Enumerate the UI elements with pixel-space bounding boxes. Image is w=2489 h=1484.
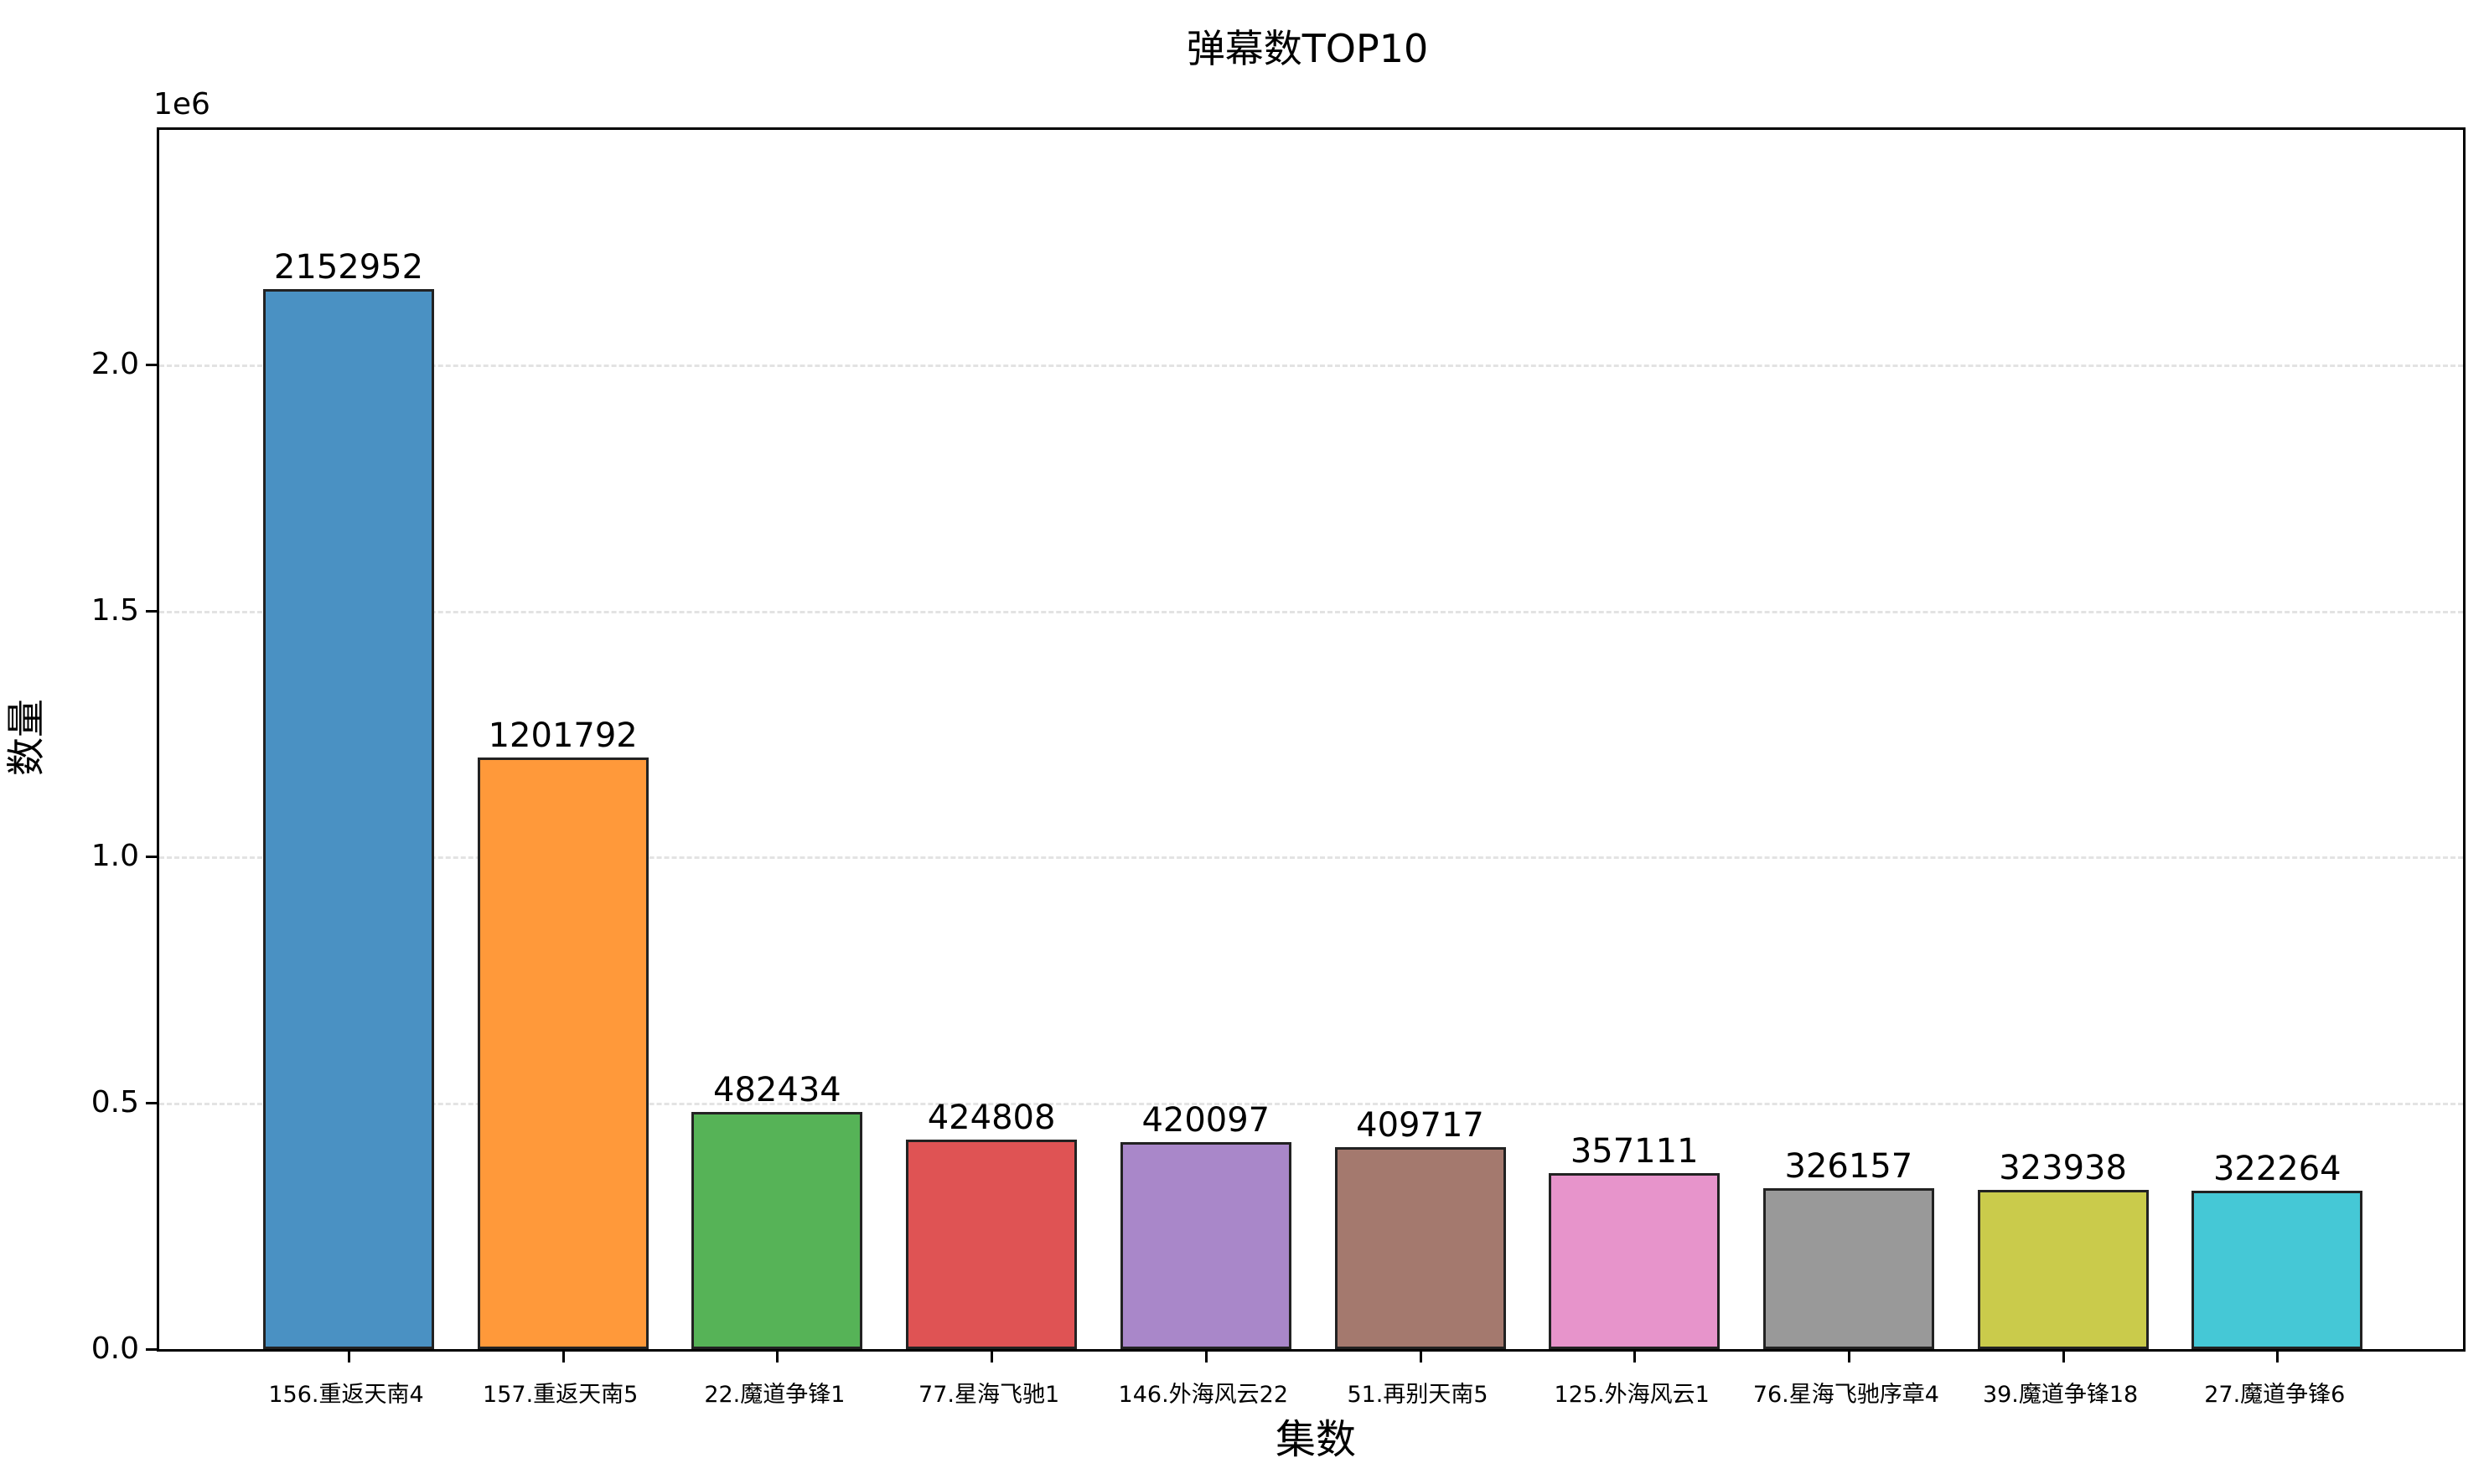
y-tick — [146, 609, 158, 613]
x-tick-label: 22.魔道争锋1 — [704, 1382, 846, 1408]
x-tick-label: 156.重返天南4 — [268, 1382, 424, 1408]
x-tick-label: 125.外海风云1 — [1554, 1382, 1710, 1408]
bar-value-label: 357111 — [1570, 1132, 1699, 1171]
bar — [906, 1140, 1078, 1349]
x-tick — [1847, 1351, 1850, 1362]
y-tick — [146, 856, 158, 859]
chart-title: 弹幕数TOP10 — [1186, 26, 1429, 71]
x-tick-label: 76.星海飞驰序章4 — [1752, 1382, 1939, 1408]
x-tick-label: 77.星海飞驰1 — [918, 1382, 1060, 1408]
bar-value-label: 409717 — [1356, 1106, 1484, 1145]
y-tick-label: 1.5 — [91, 592, 139, 628]
plot-area: 0.0 0.5 1.0 1.5 2.0 2152952 1201792 482434 42480… — [91, 127, 2466, 1364]
x-tick — [1419, 1351, 1422, 1362]
x-tick-label: 157.重返天南5 — [483, 1382, 639, 1408]
x-tick — [561, 1351, 565, 1362]
bar — [263, 288, 434, 1349]
x-tick — [1633, 1351, 1637, 1362]
x-tick — [2062, 1351, 2065, 1362]
bar-value-label: 420097 — [1141, 1101, 1270, 1140]
gridline — [159, 610, 2463, 613]
x-tick — [348, 1351, 350, 1362]
x-tick — [991, 1351, 994, 1362]
bar — [2191, 1190, 2363, 1349]
y-offset-label: 1e6 — [153, 87, 210, 122]
bar — [1762, 1188, 1934, 1349]
bar-value-label: 326157 — [1784, 1147, 1913, 1187]
bar — [477, 757, 649, 1349]
y-axis-label: 数量 — [3, 699, 49, 776]
y-tick-label: 0.5 — [91, 1085, 139, 1120]
y-tick-label: 1.0 — [91, 839, 139, 874]
bar-value-label: 482434 — [713, 1070, 841, 1109]
x-tick — [776, 1351, 779, 1362]
gridline — [159, 856, 2463, 860]
bar-value-label: 2152952 — [273, 247, 424, 287]
bar — [1977, 1189, 2149, 1349]
x-tick-label: 51.再别天南5 — [1347, 1382, 1488, 1408]
y-tick — [146, 1102, 158, 1105]
gridline — [159, 364, 2463, 367]
gridline — [159, 1103, 2463, 1106]
bar-value-label: 424808 — [927, 1099, 1056, 1138]
x-axis-label: 集数 — [1275, 1416, 1356, 1463]
bar-value-label: 1201792 — [488, 716, 638, 755]
x-tick-label: 27.魔道争锋6 — [2204, 1382, 2346, 1408]
bar — [1120, 1142, 1291, 1349]
bar — [691, 1111, 863, 1349]
x-tick — [2276, 1351, 2279, 1362]
x-tick — [1204, 1351, 1208, 1362]
bar — [1334, 1147, 1506, 1349]
y-tick-label: 0.0 — [91, 1331, 139, 1366]
bar — [1549, 1173, 1721, 1349]
bar-value-label: 323938 — [1999, 1148, 2127, 1187]
x-tick-label: 146.外海风云22 — [1118, 1382, 1289, 1408]
bar-value-label: 322264 — [2212, 1149, 2342, 1188]
y-tick-label: 2.0 — [91, 346, 139, 381]
x-tick-label: 39.魔道争锋18 — [1982, 1382, 2139, 1408]
y-tick — [146, 363, 158, 366]
y-tick — [146, 1348, 158, 1351]
